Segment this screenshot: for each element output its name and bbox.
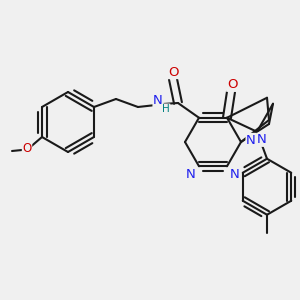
Text: H: H [162, 104, 170, 114]
Text: N: N [153, 94, 163, 106]
Text: O: O [227, 78, 237, 91]
Text: O: O [22, 142, 32, 154]
Text: N: N [230, 168, 240, 181]
Text: N: N [246, 134, 256, 146]
Text: N: N [257, 133, 267, 146]
Text: O: O [169, 65, 179, 79]
Text: N: N [186, 168, 196, 181]
